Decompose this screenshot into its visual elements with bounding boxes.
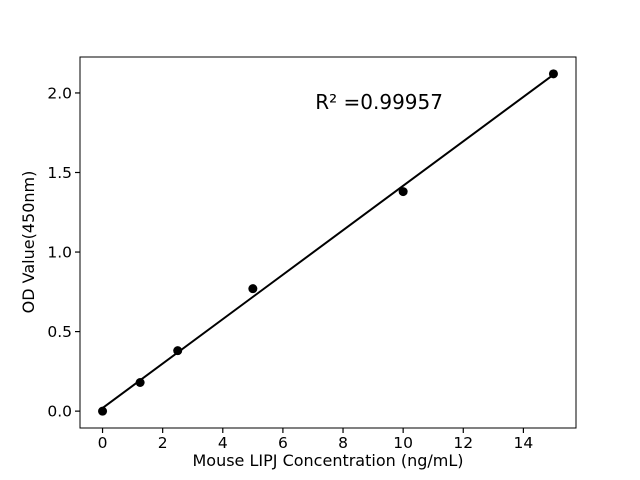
y-tick-label: 1.0	[47, 244, 72, 262]
y-tick-label: 1.5	[47, 164, 72, 182]
x-axis-label: Mouse LIPJ Concentration (ng/mL)	[192, 451, 463, 470]
data-point	[248, 284, 258, 294]
data-point	[398, 187, 408, 197]
y-tick-label: 0.0	[47, 403, 72, 421]
x-tick-label: 14	[514, 434, 534, 452]
x-tick-label: 8	[338, 434, 348, 452]
x-tick-label: 4	[218, 434, 228, 452]
r-squared-annotation: R² =0.99957	[315, 90, 443, 114]
y-tick-label: 0.5	[47, 323, 72, 341]
data-point	[135, 378, 145, 387]
x-axis-tick-labels: 0 2 4 6 8 10 12 14	[98, 434, 534, 452]
data-point	[173, 346, 183, 356]
x-tick-label: 2	[158, 434, 168, 452]
y-tick-label: 2.0	[47, 84, 72, 102]
data-point	[548, 69, 558, 79]
x-tick-label: 12	[453, 434, 473, 452]
linear-fit-line	[101, 73, 555, 410]
x-tick-label: 0	[98, 434, 108, 452]
y-axis-label: OD Value(450nm)	[19, 171, 38, 314]
x-axis-ticks	[101, 428, 524, 433]
y-axis-ticks	[75, 92, 80, 412]
data-points	[98, 69, 558, 416]
x-tick-label: 6	[278, 434, 288, 452]
plot-border	[79, 56, 577, 429]
data-point	[98, 406, 108, 416]
x-tick-label: 10	[393, 434, 413, 452]
y-axis-tick-labels: 0.0 0.5 1.0 1.5 2.0	[47, 84, 72, 420]
